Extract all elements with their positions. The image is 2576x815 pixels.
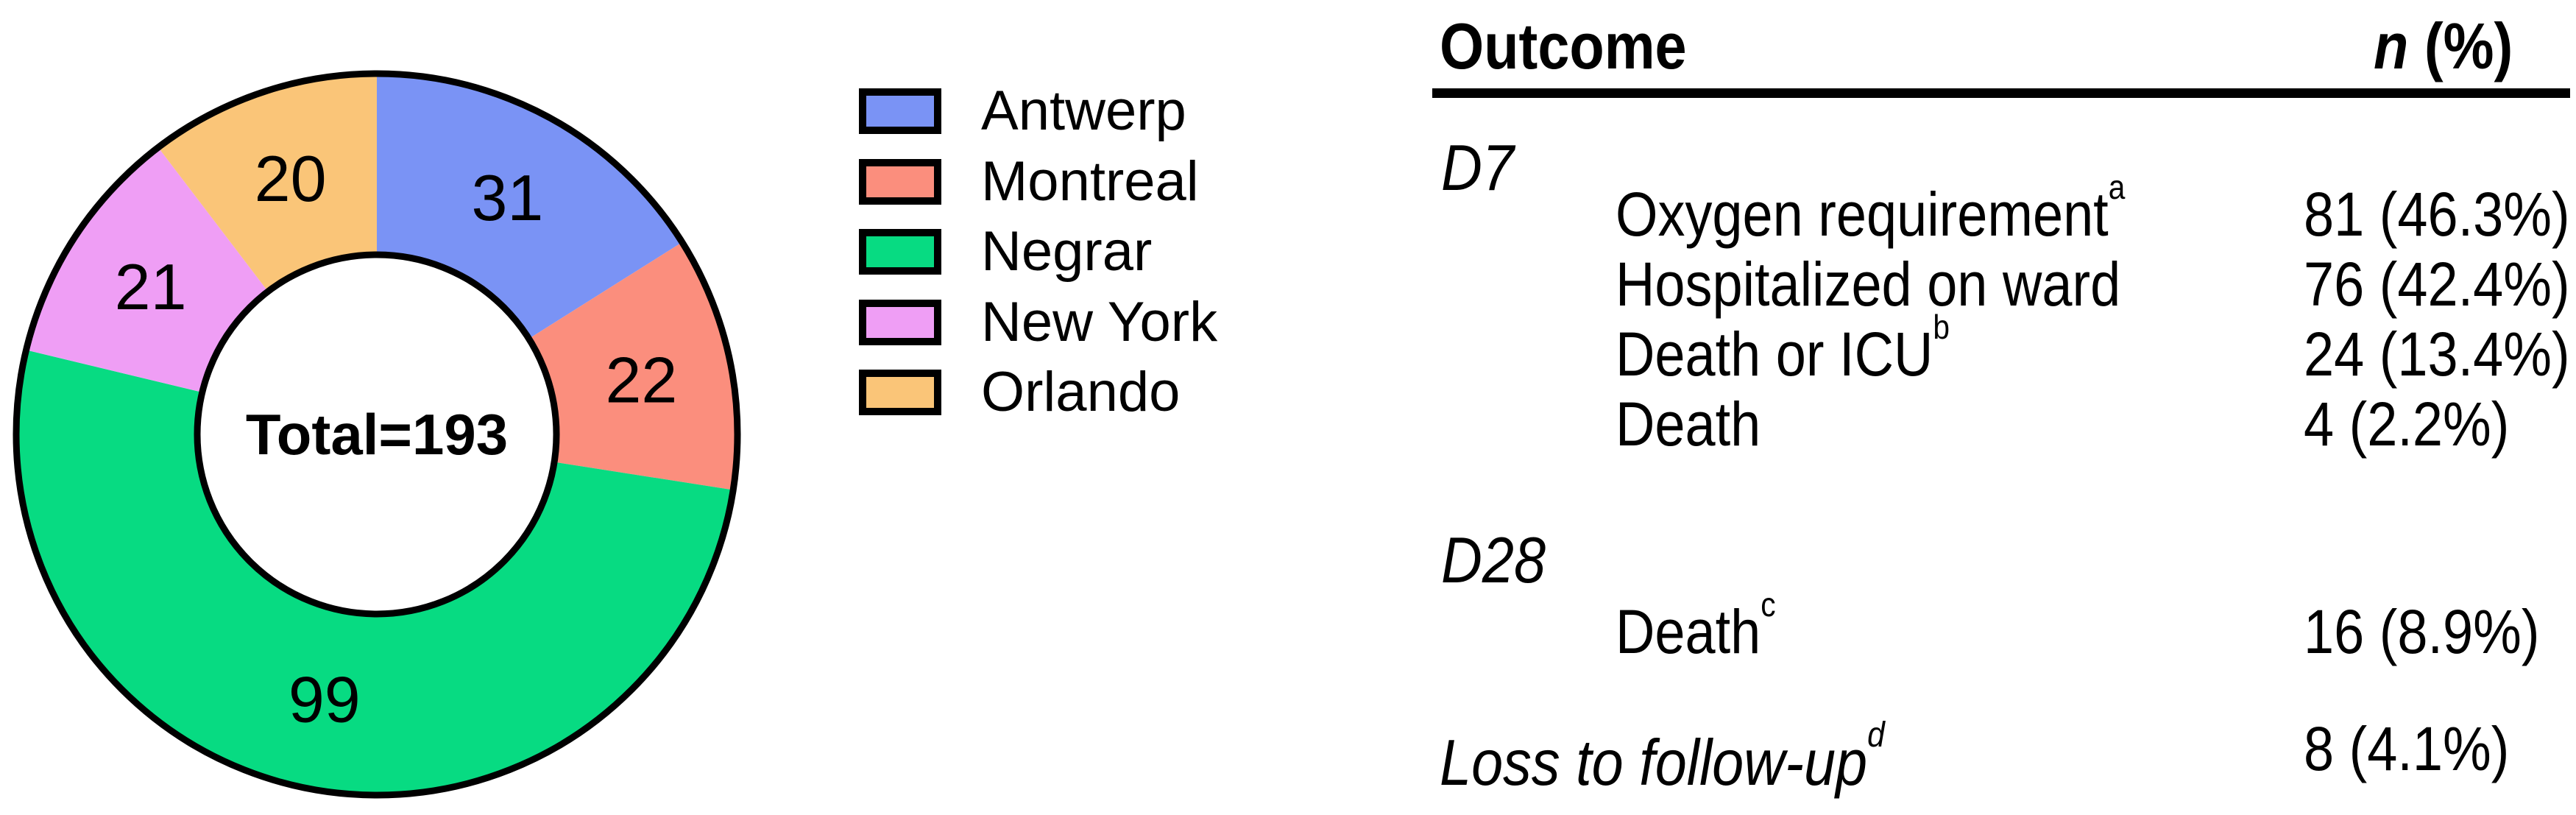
table-row-loss-to-follow-up: Loss to follow-upd: [1440, 717, 1885, 795]
legend-label: Orlando: [981, 361, 1181, 424]
donut-outer-circle: [13, 70, 741, 799]
donut-inner-circle: [194, 251, 560, 618]
legend-swatch: [859, 88, 941, 134]
row-label-text: Death or ICU: [1616, 320, 1933, 389]
row-label-text: Hospitalized on ward: [1616, 250, 2121, 319]
table-row-label: Death: [1616, 393, 1761, 455]
slice-value-label: 31: [471, 161, 543, 234]
table-row-label: Oxygen requirementa: [1616, 170, 2125, 245]
donut-total-label: Total=193: [246, 402, 508, 467]
table-header-rule: [1432, 88, 2570, 98]
table-row-value: 76 (42.4%): [2304, 250, 2570, 319]
legend-item-negrar: Negrar: [859, 224, 1152, 280]
donut-chart: 31 22 99 21 20 Total=193: [13, 70, 741, 799]
slice-value-label: 99: [289, 663, 361, 736]
legend-label: New York: [981, 290, 1218, 353]
footnote-marker: c: [1761, 585, 1776, 624]
table-section-d28: D28: [1441, 523, 1546, 596]
table-header-n-pct: n (%): [2374, 14, 2513, 79]
legend-swatch: [859, 229, 941, 275]
donut-slice-labels: 31 22 99 21 20: [115, 142, 678, 736]
table-row-value: 16 (8.9%): [2304, 597, 2540, 666]
legend-swatch: [859, 370, 941, 416]
table-row-label: Hospitalized on ward: [1616, 253, 2120, 315]
table-header-n: n: [2374, 10, 2409, 82]
table-row-value: 4 (2.2%): [2304, 389, 2510, 459]
legend-item-orlando: Orlando: [859, 364, 1180, 420]
legend-item-antwerp: Antwerp: [859, 83, 1186, 139]
row-label-text: Oxygen requirement: [1616, 180, 2109, 249]
row-label-text: Death: [1616, 597, 1761, 666]
slice-value-label: 20: [255, 142, 327, 215]
slice-value-label: 21: [115, 250, 187, 323]
table-header-outcome: Outcome: [1440, 10, 1687, 82]
row-label-text: Death: [1616, 389, 1761, 459]
footnote-marker: a: [2108, 168, 2126, 207]
table-section-d7: D7: [1441, 131, 1514, 204]
slice-value-label: 22: [605, 343, 677, 416]
table-row-label: Death or ICUb: [1616, 310, 1950, 385]
footnote-marker: b: [1933, 308, 1950, 347]
table-row-value: 8 (4.1%): [2304, 714, 2510, 783]
legend-swatch: [859, 299, 941, 345]
legend-label: Montreal: [981, 149, 1199, 213]
table-row-value: 24 (13.4%): [2304, 320, 2570, 389]
legend-item-montreal: Montreal: [859, 153, 1199, 209]
table-row-value: 81 (46.3%): [2304, 180, 2570, 249]
row-label-text: Loss to follow-up: [1440, 726, 1868, 799]
table-row-label: Deathc: [1616, 588, 1776, 663]
table-header-pct: (%): [2408, 10, 2513, 82]
legend-label: Negrar: [981, 220, 1153, 283]
legend-item-new-york: New York: [859, 294, 1217, 350]
legend-label: Antwerp: [981, 80, 1186, 142]
legend-swatch: [859, 158, 941, 205]
footnote-marker: d: [1867, 714, 1885, 755]
